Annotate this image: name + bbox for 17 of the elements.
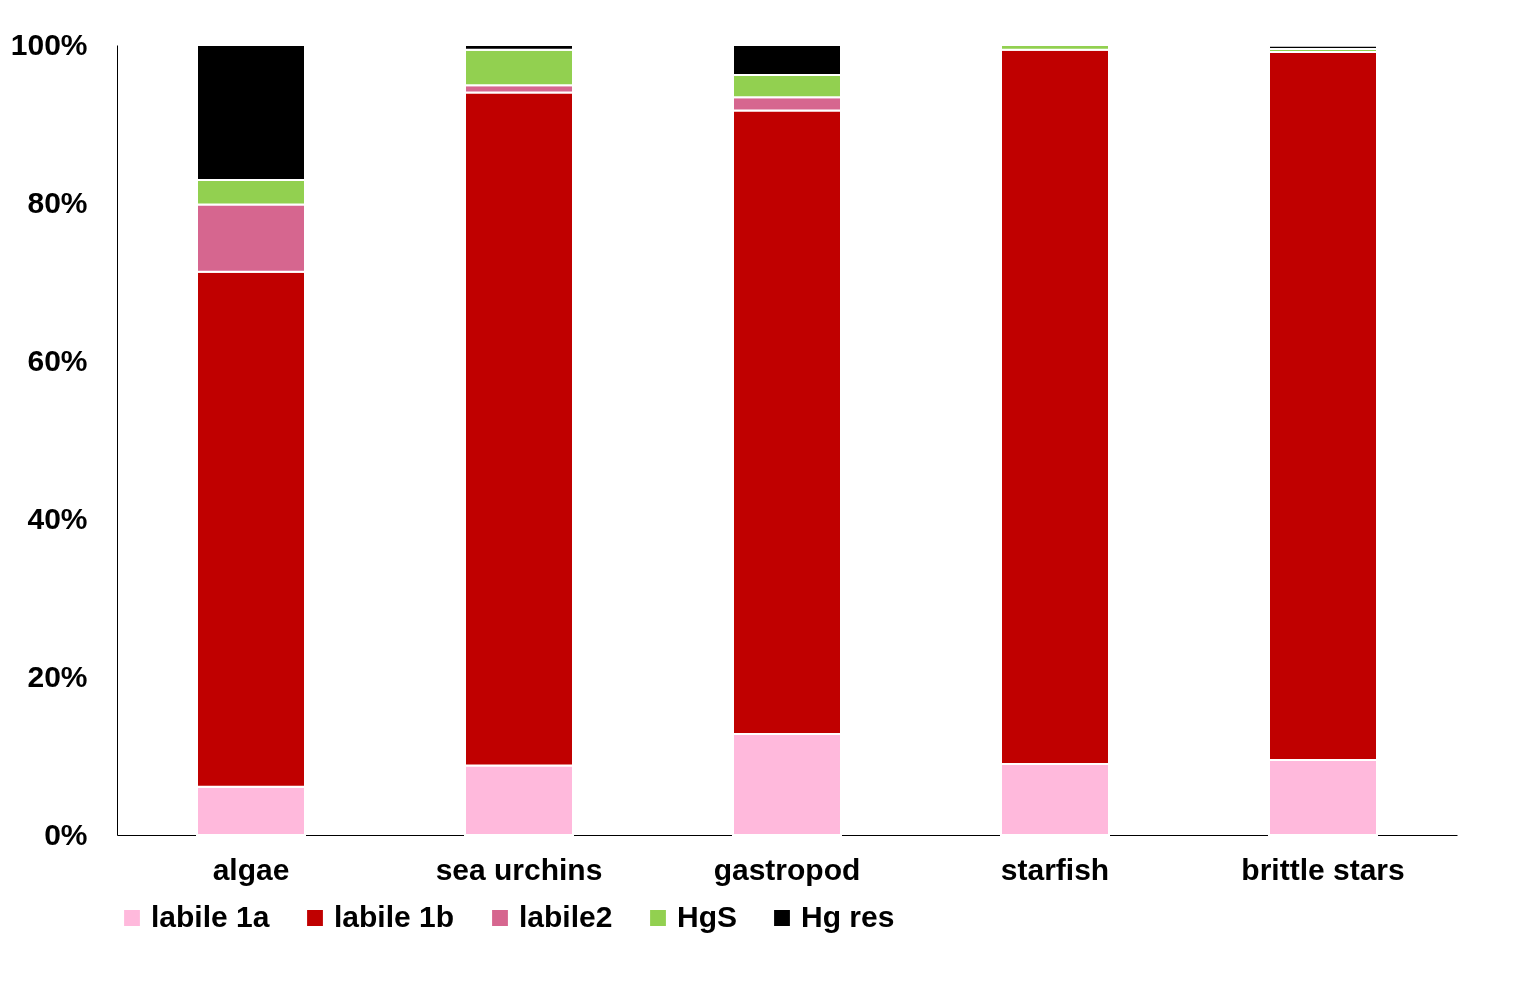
legend-label: Hg res — [801, 900, 895, 933]
x-tick-label: starfish — [1000, 852, 1110, 886]
y-tick-label: 0% — [44, 817, 88, 851]
y-tick-label: 20% — [27, 659, 88, 693]
x-tick-label: gastropod — [713, 852, 861, 886]
x-tick-label: algae — [212, 852, 290, 886]
y-tick-label: 40% — [27, 501, 88, 535]
legend-label: labile2 — [519, 900, 613, 933]
legend-label: HgS — [677, 900, 737, 933]
y-tick-label: 60% — [27, 343, 88, 377]
bar — [1268, 44, 1378, 50]
legend-label: labile 1a — [151, 900, 270, 933]
x-tick-label: sea urchins — [435, 852, 603, 886]
y-tick-label: 80% — [27, 185, 88, 219]
x-tick-label: brittle stars — [1241, 852, 1405, 886]
legend-label: labile 1b — [334, 900, 455, 933]
y-tick-label: 100% — [10, 27, 88, 61]
